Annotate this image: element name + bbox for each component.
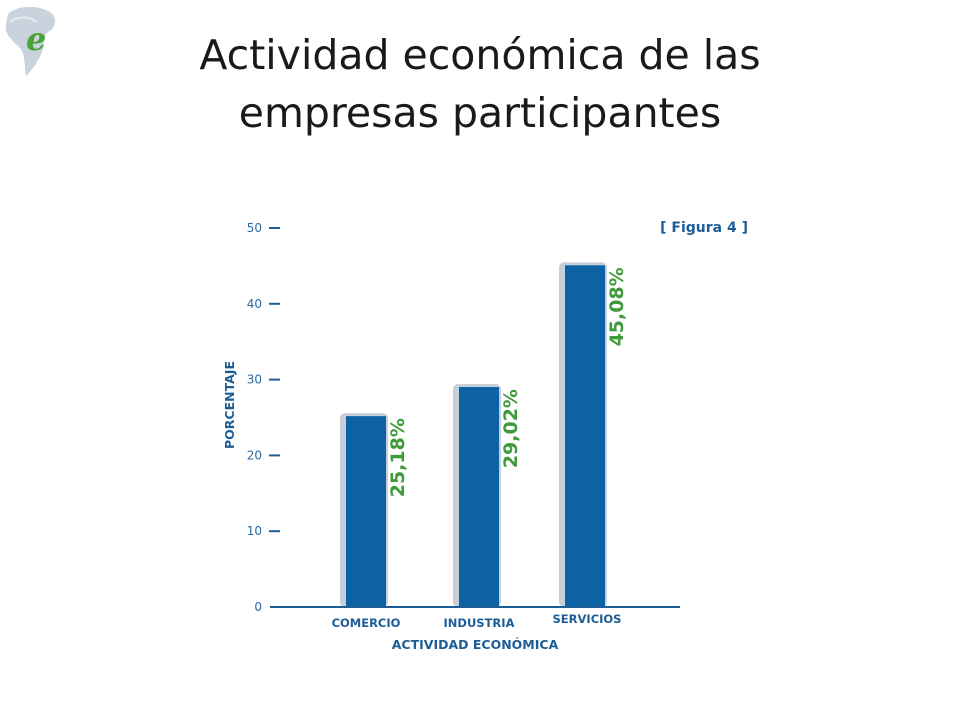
y-tick-label: 0 [254,600,262,614]
bar [346,416,386,607]
y-tick-label: 50 [247,221,262,235]
value-label: 45,08% [606,267,628,346]
x-axis-title: ACTIVIDAD ECONÓMICA [392,637,559,652]
x-tick-label: COMERCIO [332,616,401,630]
y-tick-label: 40 [247,297,262,311]
y-tick-label: 30 [247,373,262,387]
bar [459,387,499,607]
slide-title-line-1: Actividad económica de las [199,31,761,79]
slide-title-line-2: empresas participantes [238,89,722,137]
bars: 25,18% 29,02% 45,08% [340,262,628,607]
x-tick-label: SERVICIOS [553,612,622,626]
value-label: 25,18% [387,418,409,497]
y-axis-title: PORCENTAJE [222,361,237,449]
value-label: 29,02% [500,389,522,468]
logo-letter: e [26,20,46,58]
figure-label: [ Figura 4 ] [660,220,748,236]
y-axis: 0 10 20 30 40 50 [247,221,280,614]
bar [565,265,605,607]
x-axis: COMERCIO INDUSTRIA SERVICIOS [332,612,622,630]
y-tick-label: 20 [247,448,262,462]
slide-title: Actividad económica de las empresas part… [0,26,960,142]
x-tick-label: INDUSTRIA [444,616,515,630]
y-tick-label: 10 [247,524,262,538]
logo-icon: e [5,6,56,77]
